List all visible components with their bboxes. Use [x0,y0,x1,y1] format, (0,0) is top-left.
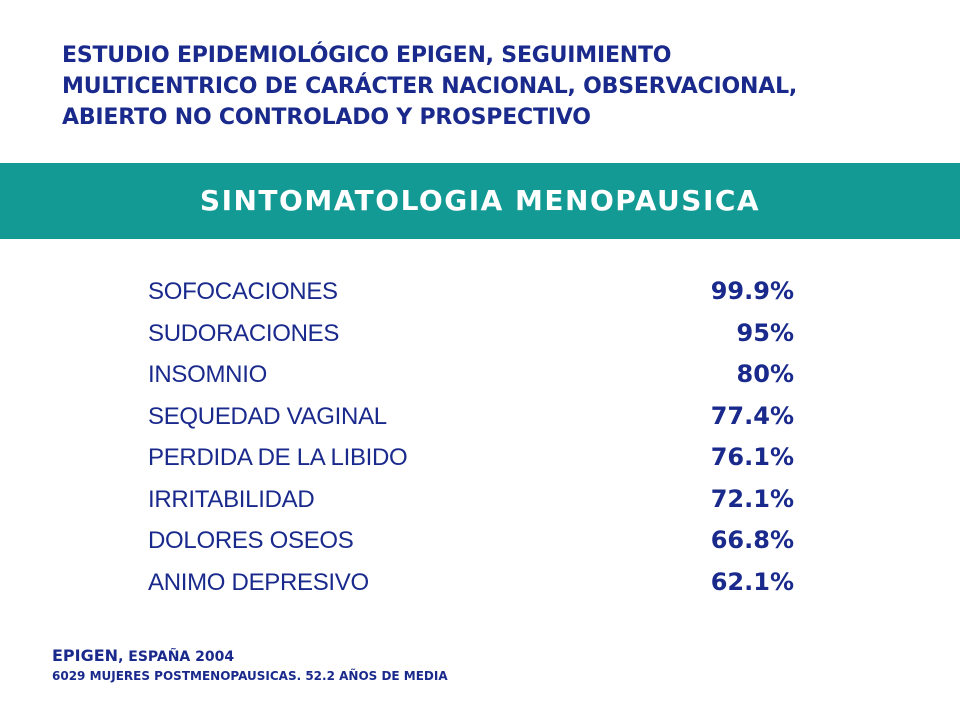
source-line: EPIGEN, ESPAÑA 2004 [52,646,448,667]
symptom-row: SOFOCACIONES 99.9% [148,273,808,315]
symptom-percentage: 66.8% [710,526,794,554]
symptom-name: SOFOCACIONES [148,278,338,305]
heading-line-1: ESTUDIO EPIDEMIOLÓGICO EPIGEN, SEGUIMIEN… [62,43,672,68]
heading-line-3: ABIERTO NO CONTROLADO Y PROSPECTIVO [62,105,591,130]
symptom-row: IRRITABILIDAD 72.1% [148,481,808,523]
symptom-row: ANIMO DEPRESIVO 62.1% [148,564,808,606]
symptom-name: IRRITABILIDAD [148,485,315,513]
heading-line-2: MULTICENTRICO DE CARÁCTER NACIONAL, OBSE… [62,74,798,99]
symptom-name: ANIMO DEPRESIVO [148,568,369,596]
symptom-name: PERDIDA DE LA LIBIDO [148,444,408,471]
symptom-list: SOFOCACIONES 99.9% SUDORACIONES 95% INSO… [148,273,808,605]
study-heading: ESTUDIO EPIDEMIOLÓGICO EPIGEN, SEGUIMIEN… [62,40,942,133]
title-banner: SINTOMATOLOGIA MENOPAUSICA [0,163,960,239]
symptom-name: SEQUEDAD VAGINAL [148,402,387,430]
symptom-row: DOLORES OSEOS 66.8% [148,522,808,564]
banner-title: SINTOMATOLOGIA MENOPAUSICA [199,184,761,217]
symptom-percentage: 95% [736,318,794,347]
symptom-percentage: 72.1% [710,484,794,513]
source-name: EPIGEN [52,646,119,665]
symptom-percentage: 80% [736,360,794,388]
source-suffix: , ESPAÑA 2004 [118,649,235,665]
symptom-percentage: 62.1% [710,567,794,596]
symptom-row: SUDORACIONES 95% [148,315,808,357]
symptom-name: INSOMNIO [148,361,267,388]
symptom-name: SUDORACIONES [148,319,340,347]
source-footnote: EPIGEN, ESPAÑA 2004 6029 MUJERES POSTMEN… [52,646,448,685]
symptom-percentage: 77.4% [710,401,794,430]
symptom-row: INSOMNIO 80% [148,356,808,398]
symptom-percentage: 99.9% [710,277,794,305]
symptom-row: SEQUEDAD VAGINAL 77.4% [148,398,808,440]
sample-detail: 6029 MUJERES POSTMENOPAUSICAS. 52.2 AÑOS… [52,669,448,683]
symptom-percentage: 76.1% [710,443,794,471]
symptom-name: DOLORES OSEOS [148,527,354,554]
symptom-row: PERDIDA DE LA LIBIDO 76.1% [148,439,808,481]
